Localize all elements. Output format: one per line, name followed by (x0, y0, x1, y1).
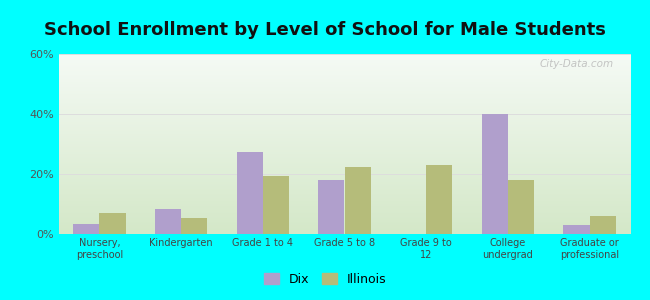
Text: City-Data.com: City-Data.com (540, 59, 614, 69)
Text: School Enrollment by Level of School for Male Students: School Enrollment by Level of School for… (44, 21, 606, 39)
Legend: Dix, Illinois: Dix, Illinois (259, 268, 391, 291)
Bar (344, 167, 370, 234)
Bar (263, 176, 289, 234)
Bar (237, 152, 263, 234)
Bar (181, 218, 207, 234)
Bar (482, 114, 508, 234)
Bar (508, 180, 534, 234)
Bar (426, 165, 452, 234)
Bar (590, 216, 616, 234)
Bar (99, 213, 125, 234)
Bar (564, 225, 590, 234)
Bar (73, 224, 99, 234)
Bar (155, 208, 181, 234)
Bar (318, 180, 344, 234)
